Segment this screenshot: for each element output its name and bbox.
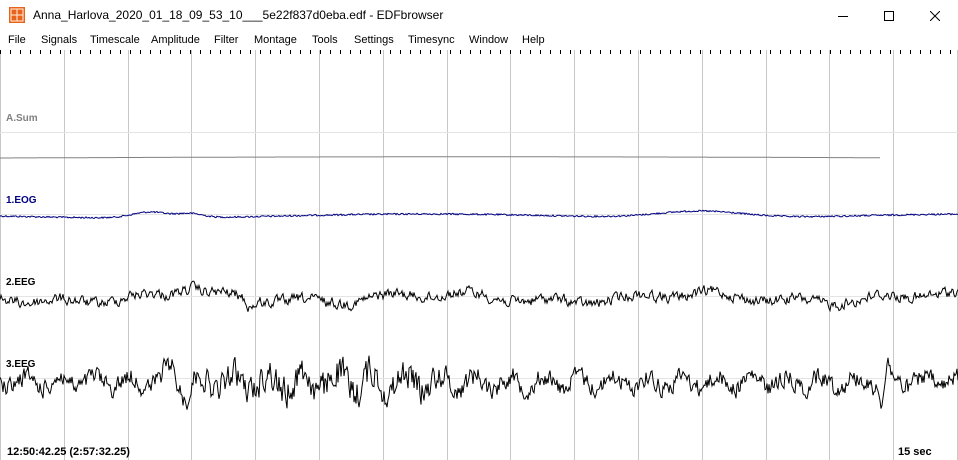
minimize-icon (838, 15, 848, 17)
edfbrowser-app-icon (9, 7, 25, 23)
menu-tools[interactable]: Tools (312, 34, 338, 46)
trace-eeg-3[interactable] (0, 355, 958, 410)
close-icon (930, 10, 940, 21)
signal-display[interactable] (0, 50, 958, 460)
trace-eog[interactable] (0, 209, 958, 220)
title-bar: Anna_Harlova_2020_01_18_09_53_10___5e22f… (0, 0, 958, 31)
close-button[interactable] (912, 0, 958, 31)
minimize-button[interactable] (820, 0, 866, 31)
window-title: Anna_Harlova_2020_01_18_09_53_10___5e22f… (33, 8, 444, 22)
menu-filter[interactable]: Filter (214, 34, 239, 46)
menu-window[interactable]: Window (469, 34, 509, 46)
menu-timescale[interactable]: Timescale (90, 34, 140, 46)
signal-label-eeg-2[interactable]: 2.EEG (6, 277, 36, 288)
trace-eeg-2[interactable] (0, 280, 958, 313)
menu-file[interactable]: File (8, 34, 26, 46)
signal-label-eeg-3[interactable]: 3.EEG (6, 359, 36, 370)
maximize-icon (884, 10, 894, 21)
menu-bar: File Signals Timescale Amplitude Filter … (0, 31, 958, 50)
maximize-button[interactable] (866, 0, 912, 31)
signal-label-eog[interactable]: 1.EOG (6, 195, 37, 206)
menu-timesync[interactable]: Timesync (408, 34, 455, 46)
menu-montage[interactable]: Montage (254, 34, 297, 46)
time-readout: 12:50:42.25 (2:57:32.25) (7, 446, 130, 458)
menu-amplitude[interactable]: Amplitude (151, 34, 200, 46)
menu-help[interactable]: Help (522, 34, 545, 46)
timescale-readout: 15 sec (898, 446, 932, 458)
trace-asum[interactable] (0, 156, 881, 159)
signal-label-asum[interactable]: A.Sum (6, 113, 38, 124)
menu-signals[interactable]: Signals (41, 34, 78, 46)
signal-traces[interactable] (0, 50, 958, 460)
menu-settings[interactable]: Settings (354, 34, 394, 46)
